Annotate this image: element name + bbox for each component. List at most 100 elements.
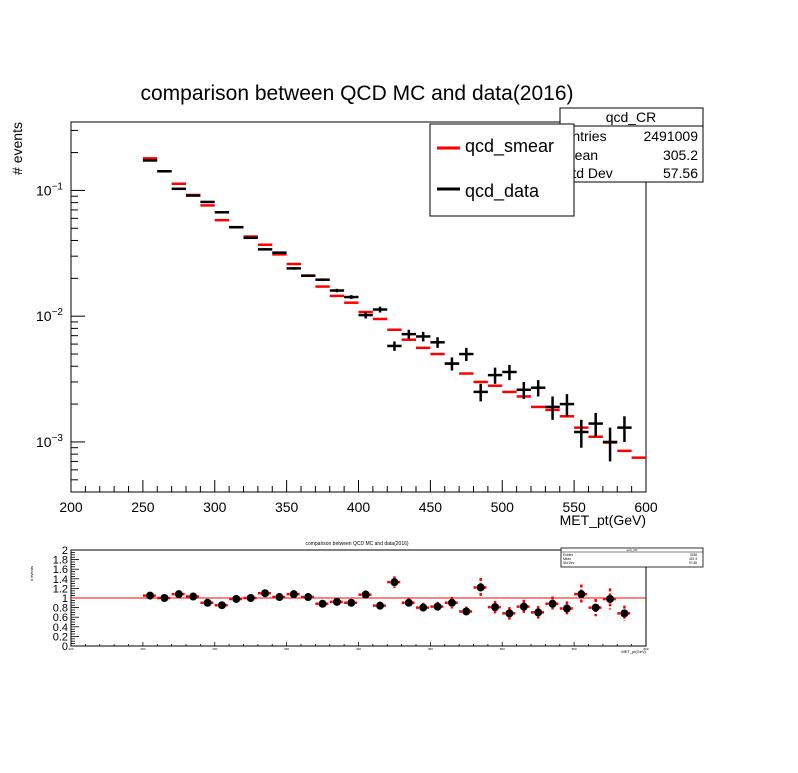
ratio-point <box>358 590 373 599</box>
ratio-stats-stddev-label: Std Dev <box>563 561 575 565</box>
main-stats-entries-value: 2491009 <box>643 128 698 144</box>
data-point <box>286 267 301 270</box>
ratio-point <box>502 607 517 620</box>
ratio-point <box>416 602 431 613</box>
ratio-point-marker <box>505 609 514 618</box>
ratio-stats-box: qcd_CR Entries 3338 Mean 415.3 Std Dev 9… <box>560 547 704 568</box>
ratio-point <box>257 589 273 598</box>
ratio-stats-entries-value: 3338 <box>690 553 697 557</box>
data-point <box>502 364 517 381</box>
ratio-point <box>315 599 330 608</box>
ratio-x-tick-label: 550 <box>572 647 577 651</box>
ratio-point-marker <box>419 603 428 612</box>
ratio-x-tick-label: 450 <box>428 647 433 651</box>
ratio-point-marker <box>146 591 155 600</box>
ratio-point <box>329 597 345 606</box>
ratio-point <box>516 599 531 614</box>
ratio-point <box>142 591 158 600</box>
main-stats-box: qcd_CR Entries 2491009 Mean 305.2 Std De… <box>559 107 704 183</box>
ratio-point <box>272 593 287 602</box>
ratio-stats-stddev-value: 97.88 <box>689 561 697 565</box>
ratio-y-tick-label: 1.2 <box>53 583 68 595</box>
ratio-point-marker <box>591 603 600 612</box>
main-stats-mean-value: 305.2 <box>663 147 698 163</box>
ratio-point-marker <box>620 609 629 618</box>
ratio-x-tick-label: 200 <box>68 647 73 651</box>
ratio-point-marker <box>304 593 313 602</box>
ratio-point <box>301 593 316 602</box>
ratio-point <box>444 597 460 609</box>
ratio-point <box>473 577 488 598</box>
ratio-point-marker <box>519 602 528 611</box>
ratio-point <box>171 590 186 599</box>
data-point <box>387 341 402 351</box>
data-point <box>430 337 445 348</box>
ratio-y-tick-label: 0.2 <box>53 631 68 643</box>
legend: qcd_smear qcd_data <box>429 123 575 217</box>
ratio-y-tick-label: 1.4 <box>53 574 68 586</box>
data-point <box>272 251 287 254</box>
ratio-point <box>602 588 618 610</box>
ratio-point-marker <box>447 598 456 607</box>
ratio-point <box>617 605 632 622</box>
x-tick-label: 600 <box>634 499 658 515</box>
x-tick-label: 350 <box>275 499 299 515</box>
ratio-point-marker <box>433 602 442 611</box>
ratio-x-tick-label: 400 <box>356 647 361 651</box>
ratio-stats-entries-label: Entries <box>563 553 573 557</box>
data-point <box>617 416 632 442</box>
ratio-point <box>574 584 589 604</box>
ratio-point <box>387 576 402 588</box>
ratio-point-marker <box>203 598 212 607</box>
x-tick-label: 500 <box>491 499 515 515</box>
x-tick-label: 550 <box>562 499 586 515</box>
ratio-point <box>229 594 244 603</box>
ratio-point <box>545 596 560 611</box>
data-point <box>358 311 373 319</box>
ratio-point-marker <box>548 599 557 608</box>
ratio-y-tick-label: 1.8 <box>53 555 68 567</box>
ratio-point <box>243 594 258 602</box>
ratio-point-marker <box>261 589 270 598</box>
ratio-point <box>344 598 359 607</box>
qcd-data-series <box>142 159 632 462</box>
main-y-axis: 10−310−210−1 <box>36 129 85 493</box>
ratio-point-marker <box>332 597 341 606</box>
ratio-point-marker <box>577 590 586 599</box>
ratio-point <box>286 590 301 599</box>
ratio-x-tick-label: 500 <box>500 647 505 651</box>
ratio-y-tick-label: 1 <box>62 593 68 605</box>
data-point <box>344 295 359 299</box>
data-point <box>157 170 172 173</box>
data-point <box>214 211 230 214</box>
ratio-point <box>430 601 445 612</box>
ratio-x-tick-label: 250 <box>140 647 145 651</box>
ratio-y-tick-label: 0 <box>62 641 68 653</box>
main-x-axis-label: MET_pt(GeV) <box>560 512 646 528</box>
data-point <box>545 396 560 420</box>
data-point <box>588 412 603 437</box>
ratio-y-tick-label: 0.4 <box>53 622 68 634</box>
main-stats-stddev-label: Std Dev <box>563 165 613 181</box>
data-point <box>559 394 575 417</box>
ratio-point-marker <box>562 604 571 613</box>
data-point <box>329 288 345 293</box>
ratio-x-tick-label: 350 <box>284 647 289 651</box>
main-stats-stddev-value: 57.56 <box>663 165 698 181</box>
ratio-point <box>588 598 603 617</box>
ratio-point-marker <box>606 594 615 603</box>
x-tick-label: 450 <box>419 499 443 515</box>
ratio-point-marker <box>390 578 399 587</box>
ratio-point-marker <box>217 601 226 610</box>
ratio-point-marker <box>491 603 500 612</box>
legend-smear-label: qcd_smear <box>465 136 554 157</box>
legend-data-label: qcd_data <box>465 181 540 202</box>
main-y-axis-label: # events <box>9 122 25 175</box>
ratio-point-marker <box>189 592 198 601</box>
ratio-point-marker <box>462 607 471 616</box>
ratio-point-marker <box>289 590 298 599</box>
ratio-point <box>186 592 201 601</box>
ratio-series <box>142 576 632 622</box>
data-point <box>401 329 416 339</box>
ratio-y-tick-label: 2 <box>62 545 68 557</box>
